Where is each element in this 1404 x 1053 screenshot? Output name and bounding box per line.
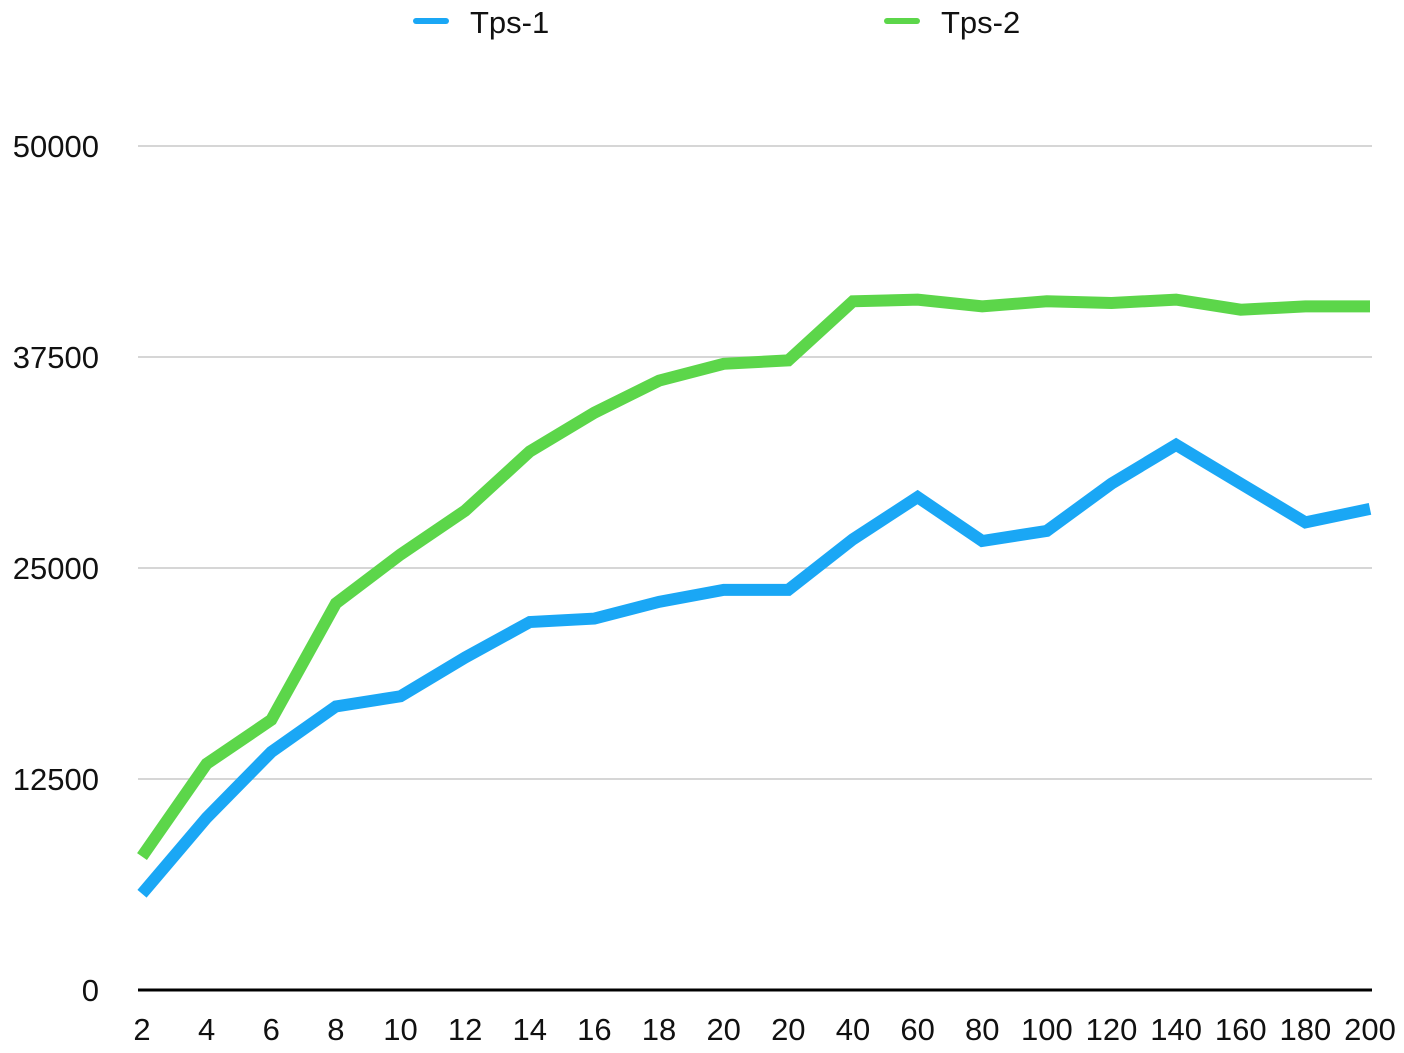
x-tick-label: 8	[327, 1012, 344, 1047]
y-tick-label: 50000	[13, 129, 99, 164]
x-tick-label: 20	[771, 1012, 805, 1047]
x-tick-label: 40	[836, 1012, 870, 1047]
y-tick-label: 25000	[13, 551, 99, 586]
x-tick-label: 180	[1280, 1012, 1332, 1047]
x-tick-label: 200	[1344, 1012, 1396, 1047]
x-tick-label: 6	[263, 1012, 280, 1047]
x-tick-label: 140	[1150, 1012, 1202, 1047]
x-tick-label: 18	[642, 1012, 676, 1047]
y-tick-label: 12500	[13, 762, 99, 797]
y-tick-label: 37500	[13, 340, 99, 375]
x-tick-label: 12	[448, 1012, 482, 1047]
series-line-tps-1	[137, 437, 1372, 898]
x-tick-label: 10	[383, 1012, 417, 1047]
series-lines	[137, 293, 1372, 898]
x-tick-label: 2	[133, 1012, 150, 1047]
x-tick-label: 60	[900, 1012, 934, 1047]
x-tick-label: 100	[1021, 1012, 1073, 1047]
legend: Tps-1 Tps-2	[413, 5, 1020, 40]
gridlines	[138, 145, 1372, 780]
y-tick-label: 0	[82, 973, 99, 1008]
series-line-tps-2	[137, 293, 1370, 861]
x-tick-label: 16	[577, 1012, 611, 1047]
x-tick-label: 14	[513, 1012, 547, 1047]
x-tick-label: 4	[198, 1012, 215, 1047]
x-tick-label: 20	[706, 1012, 740, 1047]
legend-label: Tps-1	[470, 5, 549, 40]
x-tick-label: 120	[1086, 1012, 1138, 1047]
legend-label: Tps-2	[941, 5, 1020, 40]
x-tick-label: 80	[965, 1012, 999, 1047]
axes: 0 12500 25000 37500 50000 2 4 6 8 10 12 14 16 18 20 20 4…	[13, 129, 1396, 1047]
x-tick-label: 160	[1215, 1012, 1267, 1047]
